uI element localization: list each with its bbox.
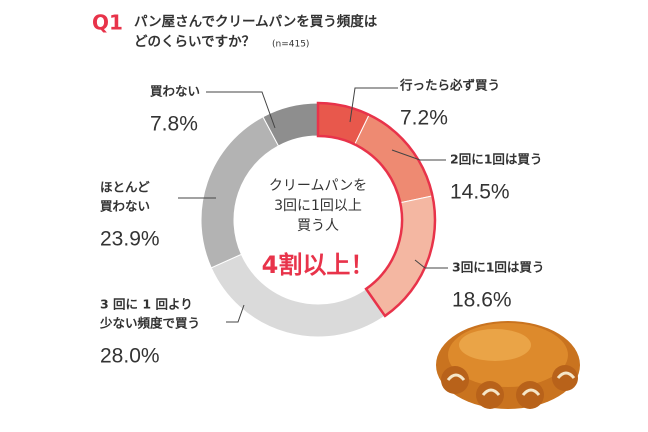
value-label: 28.0% (100, 345, 160, 368)
question-number: Q1 (92, 11, 123, 35)
category-label: 少ない頻度で買う (99, 316, 200, 331)
donut-segment (200, 116, 280, 269)
category-label: 買わない (150, 84, 200, 99)
leader-line (226, 304, 245, 323)
category-label: 行ったら必ず買う (399, 78, 500, 93)
value-label: 7.2% (400, 107, 448, 130)
value-label: 23.9% (100, 228, 160, 251)
category-label: 2回に1回は買う (450, 152, 542, 167)
center-emphasis: 4割以上！ (262, 251, 375, 279)
leader-line (206, 91, 276, 129)
value-label: 7.8% (150, 113, 198, 136)
category-label: 3回に1回は買う (452, 260, 544, 275)
leader-line (349, 87, 398, 123)
value-label: 18.6% (452, 289, 512, 312)
center-text: 買う人 (297, 218, 339, 234)
center-text: 3回に1回以上 (274, 198, 362, 214)
value-label: 14.5% (450, 181, 510, 204)
sample-size: (n=415) (272, 40, 309, 50)
bread-illustration (436, 321, 580, 409)
center-text: クリームパンを (269, 178, 367, 194)
title: どのくらいですか？ (134, 34, 255, 50)
highlight-outline (316, 101, 437, 318)
leader-line (414, 259, 448, 269)
category-label: 買わない (100, 199, 150, 214)
title: パン屋さんでクリームパンを買う頻度は (134, 13, 378, 30)
donut-segment (365, 195, 436, 317)
leader-line (391, 149, 446, 161)
category-label: ほとんど (100, 180, 150, 195)
category-label: 3 回に 1 回より (100, 297, 193, 312)
